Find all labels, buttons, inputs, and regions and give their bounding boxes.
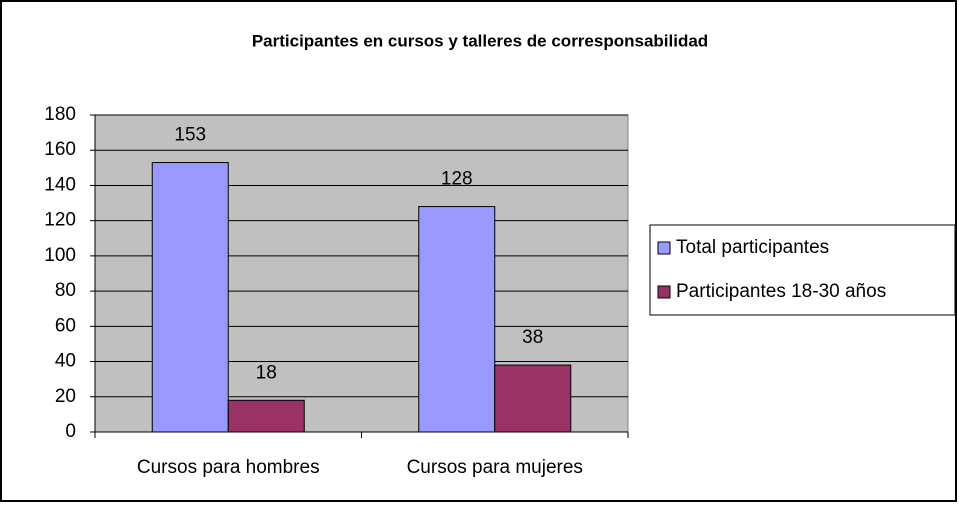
- data-label: 128: [441, 169, 473, 190]
- data-label: 153: [174, 125, 206, 146]
- bar: [227, 399, 305, 433]
- data-label: 18: [256, 362, 277, 383]
- data-label: 38: [522, 327, 543, 348]
- bar: [418, 206, 496, 433]
- y-tick-label: 40: [55, 351, 76, 372]
- chart-title: Participantes en cursos y talleres de co…: [252, 31, 708, 50]
- legend-label: Total participantes: [676, 237, 829, 258]
- legend-swatch: [657, 241, 671, 255]
- x-tick-label: Cursos para hombres: [137, 457, 320, 478]
- y-tick-label: 0: [65, 421, 76, 442]
- y-tick-label: 60: [55, 315, 76, 336]
- y-tick-label: 20: [55, 386, 76, 407]
- y-tick-label: 80: [55, 280, 76, 301]
- legend-label: Participantes 18-30 años: [676, 281, 886, 302]
- y-tick-label: 180: [44, 104, 76, 125]
- y-tick-label: 100: [44, 245, 76, 266]
- y-tick-label: 160: [44, 139, 76, 160]
- bar: [494, 364, 572, 433]
- y-tick-label: 140: [44, 174, 76, 195]
- y-tick-label: 120: [44, 210, 76, 231]
- bar: [151, 162, 229, 433]
- legend-swatch: [657, 285, 671, 299]
- legend-box: [649, 224, 956, 316]
- x-tick-label: Cursos para mujeres: [407, 457, 583, 478]
